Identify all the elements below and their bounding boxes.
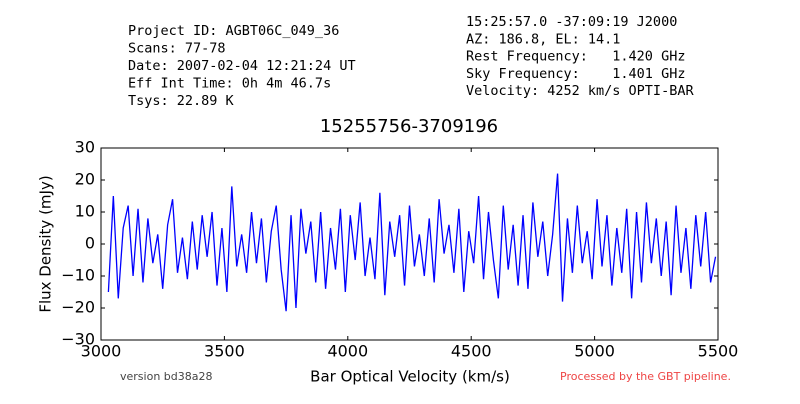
header-line: Eff Int Time: 0h 4m 46.7s [128, 76, 331, 92]
chart-title: 15255756-3709196 [320, 116, 498, 137]
y-tick-label: 10 [75, 202, 95, 221]
version-note: version bd38a28 [120, 370, 213, 383]
header-line: Sky Frequency: 1.401 GHz [466, 66, 685, 82]
y-axis-label: Flux Density (mJy) [37, 175, 55, 312]
y-tick-label: 0 [85, 234, 95, 253]
header-line: Velocity: 4252 km/s OPTI-BAR [466, 83, 694, 99]
x-tick-label: 3500 [204, 342, 245, 361]
header-line: Rest Frequency: 1.420 GHz [466, 49, 685, 65]
header-line: 15:25:57.0 -37:09:19 J2000 [466, 14, 677, 30]
header-line: AZ: 186.8, EL: 14.1 [466, 31, 620, 47]
x-tick-label: 5500 [698, 342, 739, 361]
pipeline-note: Processed by the GBT pipeline. [560, 370, 731, 383]
header-line: Tsys: 22.89 K [128, 93, 235, 109]
header-line: Date: 2007-02-04 12:21:24 UT [128, 58, 356, 74]
header-line: Project ID: AGBT06C_049_36 [128, 23, 339, 39]
x-tick-label: 4500 [451, 342, 492, 361]
y-tick-label: 20 [75, 170, 95, 189]
x-tick-label: 3000 [81, 342, 122, 361]
y-tick-label: −20 [61, 298, 95, 317]
x-axis-label: Bar Optical Velocity (km/s) [310, 368, 510, 386]
x-tick-label: 5000 [574, 342, 615, 361]
y-tick-label: 30 [75, 138, 95, 157]
x-tick-label: 4000 [327, 342, 368, 361]
header-line: Scans: 77-78 [128, 41, 226, 57]
y-tick-label: −10 [61, 266, 95, 285]
spectrum-line [107, 173, 717, 312]
y-tick-label: −30 [61, 330, 95, 349]
